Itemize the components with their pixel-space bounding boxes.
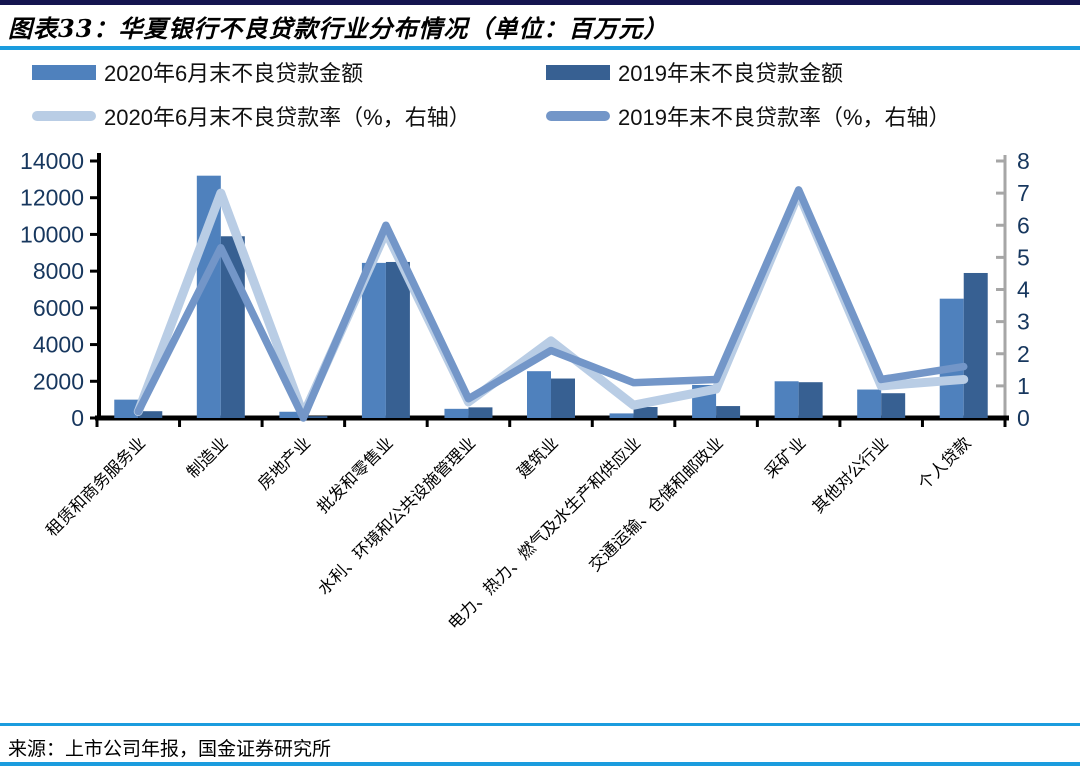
svg-text:8: 8 [1017,148,1030,174]
bar-0-cat-2 [279,411,304,418]
bar-0-cat-5 [527,371,551,418]
bar-0-cat-8 [774,381,799,418]
bottom-divider [0,762,1080,766]
source-note: 来源：上市公司年报，国金证券研究所 [8,738,332,760]
bar-line-chart-canvas: 0 2000 4000 6000 8000 10000 12000 14000 0 1 2 3 4 5 6 7… [20,148,1030,634]
svg-text:2000: 2000 [33,368,84,394]
bar-1-cat-8 [798,382,823,418]
legend-label: 2020年6月末不良贷款率（%，右轴） [104,105,471,130]
legend-item-2019-amount: 2019年末不良贷款金额 [546,60,843,86]
legend-swatch-line-2020 [32,111,96,121]
npl-ratio-line-1 [134,186,968,422]
category-label-3: 批发和零售业 [313,433,396,516]
svg-text:8000: 8000 [33,258,84,284]
bar-1-cat-9 [881,393,906,418]
legend-swatch-line-2019 [546,111,610,121]
category-label-8: 采矿业 [761,433,809,481]
svg-text:4: 4 [1017,277,1030,303]
legend-item-2020-amount: 2020年6月末不良贷款金额 [32,60,363,86]
category-label-2: 房地产业 [254,433,314,493]
bar-0-cat-6 [609,413,634,418]
bar-0-cat-10 [939,298,964,418]
svg-text:10000: 10000 [20,221,84,247]
category-label-9: 其他对公行业 [809,433,892,516]
svg-text:12000: 12000 [20,185,84,211]
bar-1-cat-2 [303,416,328,418]
footer-divider [0,723,1080,726]
category-label-5: 建筑业 [513,433,561,481]
bar-0-cat-9 [857,389,882,418]
legend-swatch-bar-2019 [546,64,610,80]
line-series [133,186,969,422]
category-label-4: 水利、环境和公共设施管理业 [314,433,479,598]
svg-text:6: 6 [1017,212,1030,238]
category-label-0: 租赁和商务服务业 [42,433,149,540]
bar-1-cat-7 [716,406,741,418]
legend-label: 2020年6月末不良贷款金额 [104,61,364,86]
legend-item-2020-ratio: 2020年6月末不良贷款率（%，右轴） [32,104,471,130]
bar-0-cat-3 [361,262,386,418]
svg-text:5: 5 [1017,244,1030,270]
category-label-1: 制造业 [183,433,231,481]
svg-text:2: 2 [1017,341,1030,367]
bar-1-cat-4 [468,407,493,418]
bar-1-cat-3 [385,261,410,418]
bar-1-cat-6 [633,406,658,418]
svg-text:6000: 6000 [33,295,84,321]
legend-swatch-bar-2020 [32,64,96,80]
svg-text:4000: 4000 [33,332,84,358]
axes: 0 2000 4000 6000 8000 10000 12000 14000 0 1 2 3 4 5 6 7… [20,148,1030,431]
bar-0-cat-0 [114,399,139,418]
svg-text:1: 1 [1017,373,1030,399]
chart-title: 图表33：华夏银行不良贷款行业分布情况（单位：百万元） [8,14,669,43]
legend-label: 2019年末不良贷款金额 [618,61,843,86]
bar-0-cat-4 [444,408,469,418]
bar-1-cat-10 [963,272,988,418]
category-label-10: 个人贷款 [914,433,974,493]
legend-item-2019-ratio: 2019年末不良贷款率（%，右轴） [546,104,951,130]
bar-1-cat-0 [138,411,163,418]
svg-text:0: 0 [1017,405,1030,431]
svg-text:7: 7 [1017,180,1030,206]
top-divider [0,0,1080,5]
svg-text:0: 0 [71,405,84,431]
title-divider [0,46,1080,50]
category-label-7: 交通运输、仓储和邮政业 [585,433,727,575]
svg-text:14000: 14000 [20,148,84,174]
svg-text:3: 3 [1017,309,1030,335]
bar-1-cat-5 [551,378,575,418]
legend-label: 2019年末不良贷款率（%，右轴） [618,105,951,130]
